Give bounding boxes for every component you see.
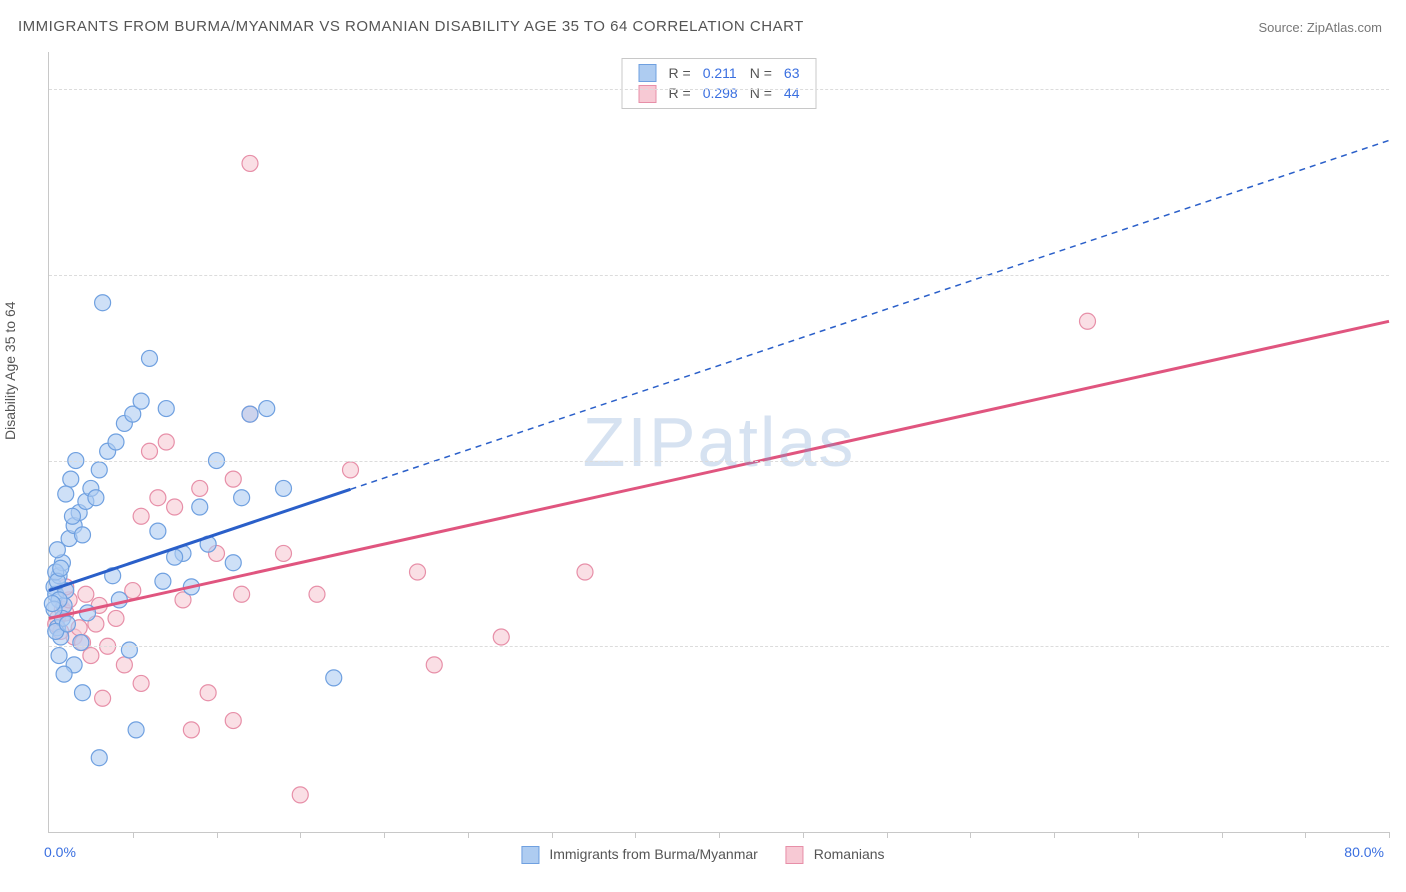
scatter-point-series1	[63, 471, 79, 487]
x-tick	[468, 832, 469, 838]
source-attribution: Source: ZipAtlas.com	[1258, 20, 1382, 35]
scatter-point-series2	[133, 508, 149, 524]
x-tick	[970, 832, 971, 838]
scatter-point-series2	[292, 787, 308, 803]
scatter-point-series2	[234, 586, 250, 602]
y-axis-title: Disability Age 35 to 64	[2, 301, 18, 440]
legend-label: Immigrants from Burma/Myanmar	[549, 846, 757, 862]
scatter-point-series2	[343, 462, 359, 478]
swatch-blue	[521, 846, 539, 864]
legend-item-series2: Romanians	[786, 846, 885, 864]
scatter-point-series1	[108, 434, 124, 450]
scatter-point-series1	[128, 722, 144, 738]
scatter-point-series2	[225, 713, 241, 729]
scatter-point-series1	[133, 393, 149, 409]
scatter-point-series1	[59, 616, 75, 632]
scatter-point-series1	[88, 490, 104, 506]
scatter-point-series1	[142, 350, 158, 366]
x-tick	[1138, 832, 1139, 838]
x-axis-origin-label: 0.0%	[44, 844, 76, 860]
scatter-point-series1	[192, 499, 208, 515]
scatter-point-series2	[276, 545, 292, 561]
scatter-point-series1	[158, 401, 174, 417]
scatter-point-series2	[192, 480, 208, 496]
legend-label: Romanians	[814, 846, 885, 862]
scatter-point-series1	[121, 642, 137, 658]
scatter-point-series2	[242, 155, 258, 171]
scatter-point-series1	[225, 555, 241, 571]
x-tick	[133, 832, 134, 838]
scatter-point-series1	[242, 406, 258, 422]
scatter-point-series2	[200, 685, 216, 701]
scatter-point-series2	[125, 583, 141, 599]
scatter-point-series2	[577, 564, 593, 580]
scatter-point-series2	[167, 499, 183, 515]
scatter-point-series2	[150, 490, 166, 506]
scatter-point-series2	[116, 657, 132, 673]
scatter-point-series1	[326, 670, 342, 686]
x-tick	[384, 832, 385, 838]
gridline-h	[49, 275, 1389, 276]
x-tick	[552, 832, 553, 838]
gridline-h	[49, 646, 1389, 647]
scatter-point-series1	[64, 508, 80, 524]
x-tick	[1054, 832, 1055, 838]
scatter-point-series1	[75, 527, 91, 543]
gridline-h	[49, 461, 1389, 462]
x-tick	[300, 832, 301, 838]
scatter-point-series1	[73, 635, 89, 651]
series-legend: Immigrants from Burma/Myanmar Romanians	[521, 846, 884, 864]
scatter-point-series1	[155, 573, 171, 589]
scatter-point-series2	[309, 586, 325, 602]
legend-item-series1: Immigrants from Burma/Myanmar	[521, 846, 757, 864]
scatter-point-series1	[58, 486, 74, 502]
y-tick-label: 20.0%	[1399, 453, 1406, 469]
scatter-point-series2	[1080, 313, 1096, 329]
x-tick	[217, 832, 218, 838]
scatter-point-series2	[493, 629, 509, 645]
plot-area: R = 0.211 N = 63 R = 0.298 N = 44 ZIPatl…	[48, 52, 1389, 833]
x-tick	[1389, 832, 1390, 838]
scatter-point-series2	[83, 648, 99, 664]
scatter-point-series2	[426, 657, 442, 673]
scatter-point-series1	[75, 685, 91, 701]
scatter-point-series1	[259, 401, 275, 417]
x-tick	[1222, 832, 1223, 838]
gridline-h	[49, 89, 1389, 90]
scatter-point-series1	[234, 490, 250, 506]
scatter-point-series2	[108, 610, 124, 626]
x-tick	[1305, 832, 1306, 838]
scatter-point-series1	[150, 523, 166, 539]
scatter-point-series1	[91, 462, 107, 478]
scatter-point-series2	[183, 722, 199, 738]
scatter-point-series1	[51, 648, 67, 664]
swatch-pink	[786, 846, 804, 864]
x-tick	[719, 832, 720, 838]
scatter-point-series2	[142, 443, 158, 459]
scatter-point-series2	[158, 434, 174, 450]
x-tick	[635, 832, 636, 838]
y-tick-label: 30.0%	[1399, 267, 1406, 283]
scatter-point-series1	[56, 666, 72, 682]
scatter-point-series2	[410, 564, 426, 580]
scatter-point-series1	[91, 750, 107, 766]
scatter-point-series1	[53, 560, 69, 576]
scatter-point-series1	[44, 596, 60, 612]
scatter-point-series1	[276, 480, 292, 496]
scatter-svg	[49, 52, 1389, 832]
x-tick	[803, 832, 804, 838]
scatter-point-series2	[78, 586, 94, 602]
x-tick	[887, 832, 888, 838]
scatter-point-series1	[95, 295, 111, 311]
x-axis-end-label: 80.0%	[1344, 844, 1384, 860]
chart-title: IMMIGRANTS FROM BURMA/MYANMAR VS ROMANIA…	[18, 18, 804, 35]
scatter-point-series2	[225, 471, 241, 487]
scatter-point-series2	[95, 690, 111, 706]
scatter-point-series2	[133, 675, 149, 691]
y-tick-label: 40.0%	[1399, 81, 1406, 97]
y-tick-label: 10.0%	[1399, 638, 1406, 654]
